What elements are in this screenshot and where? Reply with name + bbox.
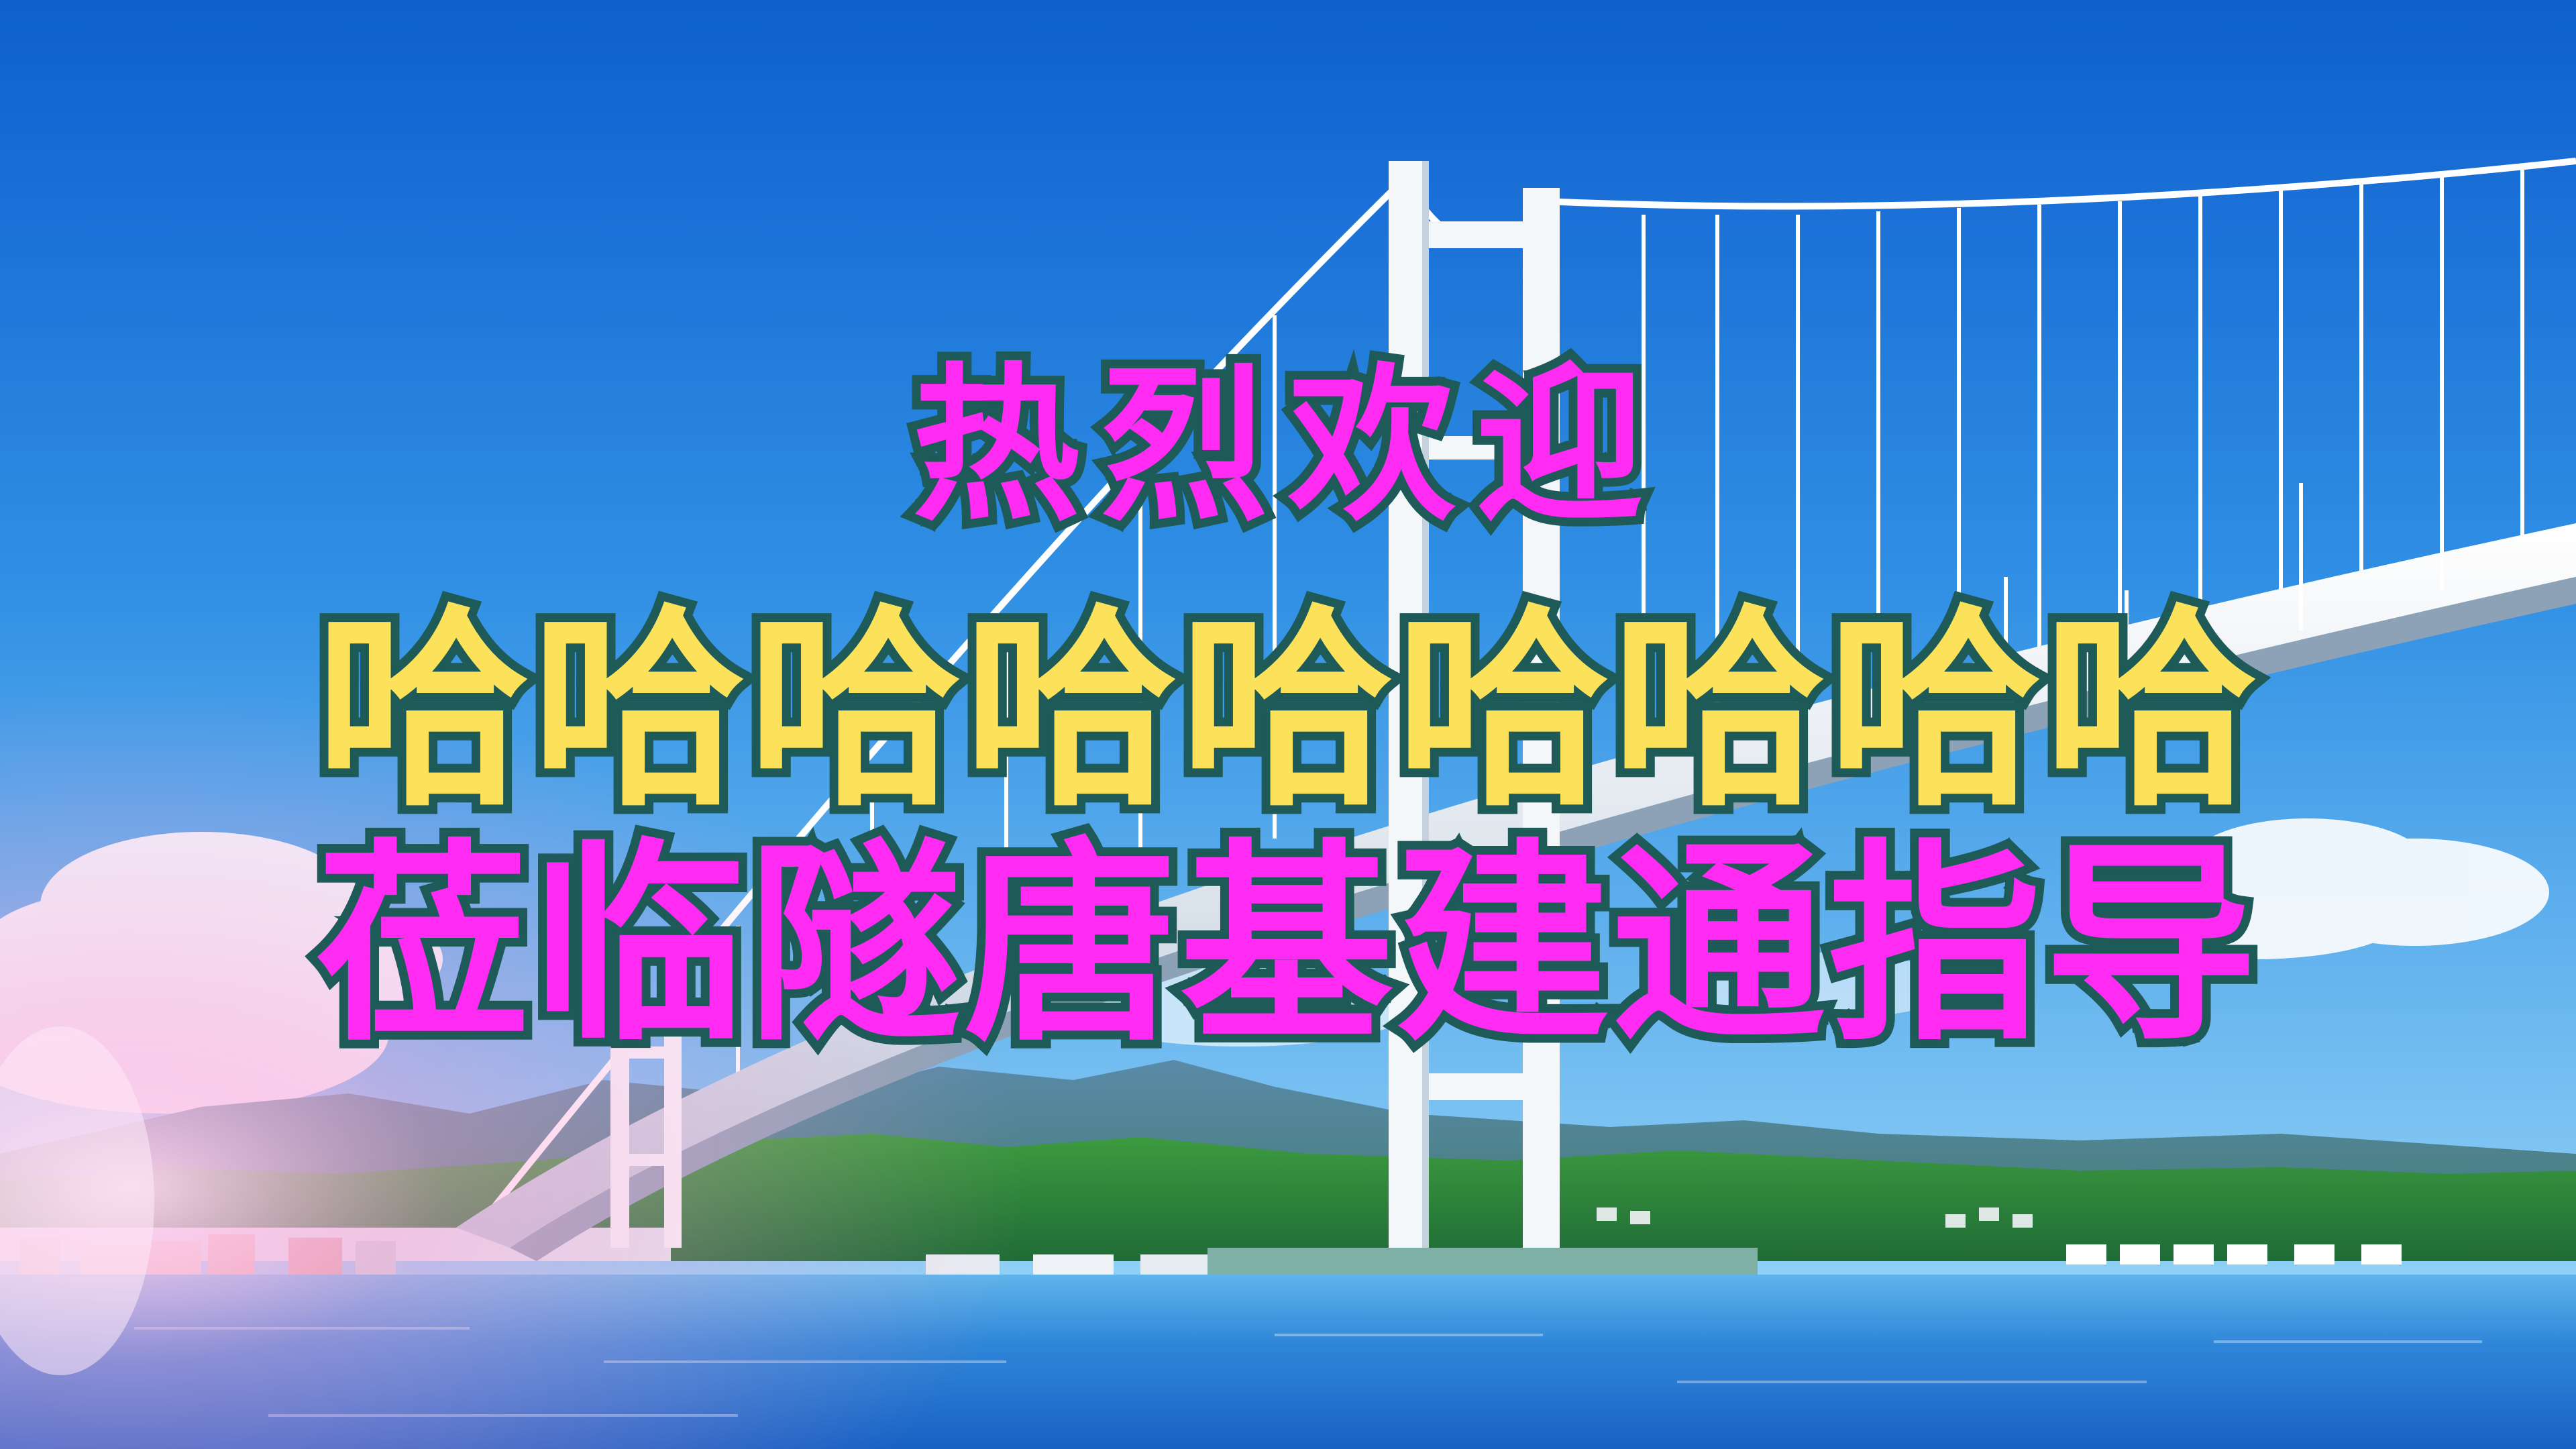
- bridge-scenery: [0, 0, 2576, 1449]
- background-photo: [0, 0, 2576, 1449]
